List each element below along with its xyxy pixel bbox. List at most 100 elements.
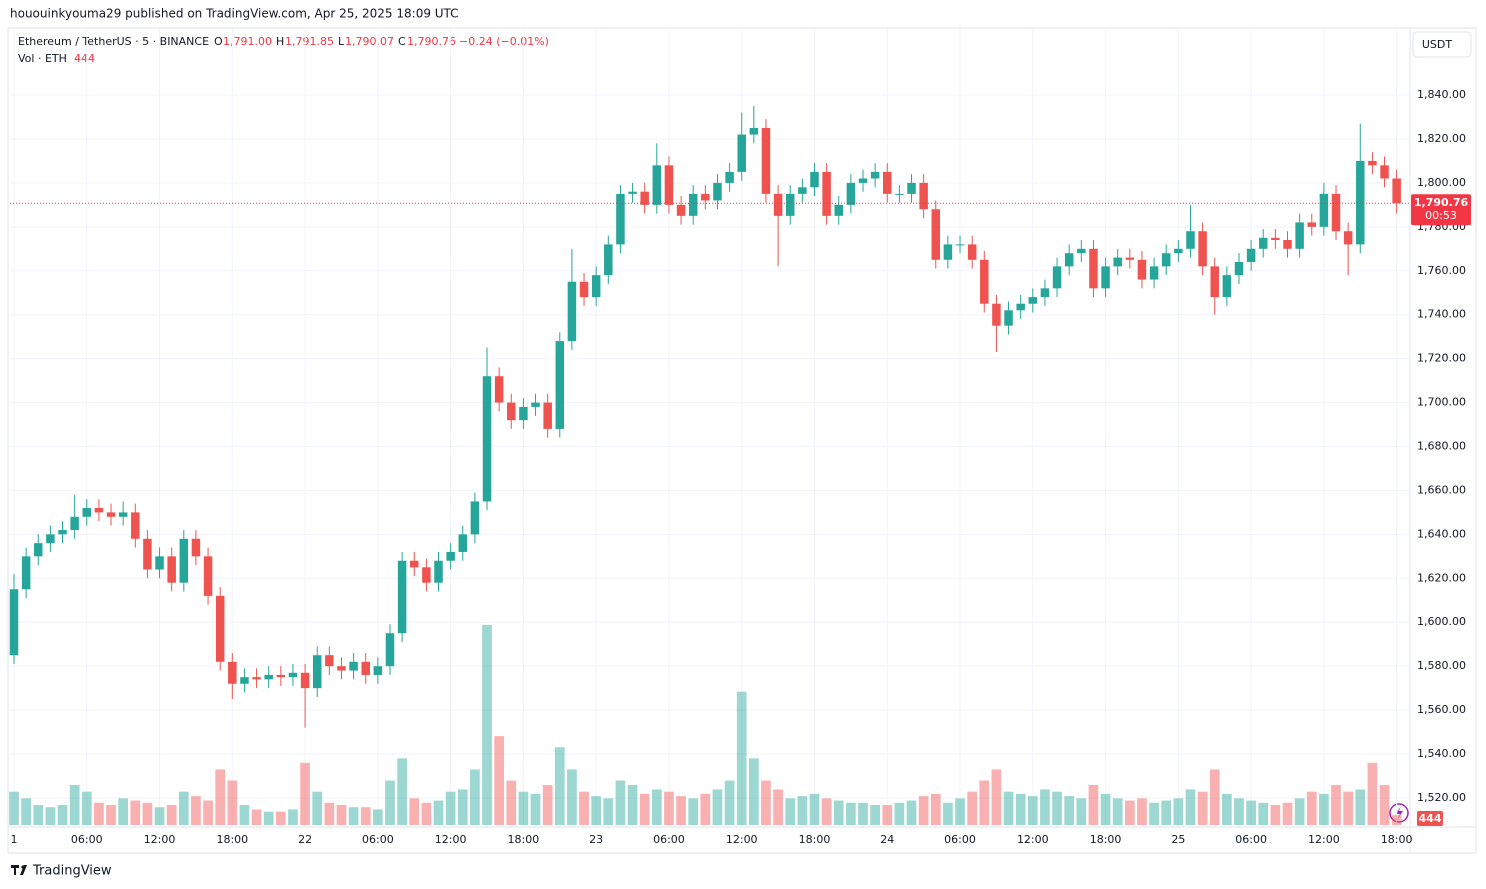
volume-bar [797,796,808,825]
candle-body [397,560,407,634]
candle-body [9,589,19,656]
candle-body [980,259,989,304]
last-price-label: 1,790.76 [1414,196,1469,209]
candle-body [628,191,637,194]
candle-body [106,512,116,517]
candle-body [1295,222,1304,249]
candle-body [1077,248,1086,254]
candle-body [955,244,965,246]
candle-body [228,661,237,684]
candle-body [215,595,225,662]
volume-bar [858,802,868,825]
volume-bar [288,809,298,825]
candle-body [179,538,189,583]
y-tick-label: 1,660.00 [1417,483,1466,496]
candle-body [931,209,941,260]
x-tick-label: 12:00 [1308,833,1340,846]
candle-body [191,538,201,557]
ohlc-key: H [276,35,284,48]
y-tick-label: 1,740.00 [1417,308,1466,321]
volume-bar [724,780,735,825]
y-tick-label: 1,580.00 [1417,659,1466,672]
volume-bar [1161,800,1172,825]
volume-tag: 444 [1419,812,1442,825]
volume-bar [1124,800,1135,825]
ohlc-key: C [398,35,406,48]
candle-body [434,560,443,583]
volume-bar [651,789,662,825]
volume-bar [918,796,929,825]
volume-bar [142,802,153,825]
candles [9,106,1401,728]
x-tick-label: 24 [880,833,894,846]
volume-bar [591,796,602,825]
volume-bar [554,747,565,825]
volume-bar [567,769,577,825]
volume-bar [385,780,395,825]
y-tick-label: 1,820.00 [1417,132,1466,145]
last-price-box [1411,194,1471,226]
x-tick-label: 06:00 [71,833,103,846]
volume-bar [275,811,286,825]
candle-body [482,376,492,502]
candle-body [312,655,322,689]
volume-bar [1076,798,1087,825]
candle-body [131,512,140,539]
x-tick-label: 06:00 [653,833,685,846]
volume-bar [615,780,626,825]
volume-bar [1294,798,1305,825]
candle-body [1016,303,1025,311]
volume-bar [397,758,407,825]
candle-body [325,655,334,667]
ohlc-key: O [214,35,223,48]
candle-body [1307,222,1317,227]
currency-button[interactable] [1412,31,1472,58]
volume-bar [1234,798,1244,825]
volume-bar [166,805,177,825]
volume-bar [21,798,31,825]
x-tick-label: 18:00 [1090,833,1122,846]
price-change: −0.24 (−0.01%) [459,35,549,48]
candle-body [1052,266,1062,289]
candle-body [943,244,953,260]
candle-body [252,677,261,680]
volume-bar [81,791,92,825]
candle-body [288,672,298,678]
x-tick-label: 18:00 [508,833,540,846]
candle-body [1258,237,1268,249]
volume-bar [203,800,213,825]
y-tick-label: 1,680.00 [1417,440,1466,453]
candle-body [458,534,468,552]
y-tick-label: 1,600.00 [1417,615,1466,628]
volume-bar [518,791,529,825]
alert-icon[interactable] [1389,803,1409,823]
volume-bar [955,798,965,825]
candle-body [1380,165,1389,179]
x-tick-label: 06:00 [944,833,976,846]
volume-bar [991,769,1002,825]
brand-logo [11,865,27,875]
y-tick-label: 1,620.00 [1417,571,1466,584]
volume-bar [360,807,371,825]
candle-body [1125,257,1135,260]
candle-body [264,674,273,680]
currency[interactable]: USDT [1422,38,1453,51]
volume-bar [1209,769,1220,825]
candle-body [1246,248,1256,262]
volume-bar [1100,793,1111,825]
candle-body [58,529,67,535]
x-tick-label: 18:00 [799,833,831,846]
candle-body [749,127,759,135]
candle-body [118,512,128,517]
x-tick-label: 18:00 [1381,833,1413,846]
volume-bar [1282,802,1293,825]
volume-bar [1185,789,1196,825]
candle-body [34,543,43,557]
candle-body [385,633,395,667]
volume-bar [748,758,759,825]
volume-bar [191,796,201,825]
x-tick-label: 18:00 [216,833,248,846]
candle-body [992,303,1001,326]
x-tick-label: 12:00 [144,833,176,846]
volume-bar [373,809,383,825]
